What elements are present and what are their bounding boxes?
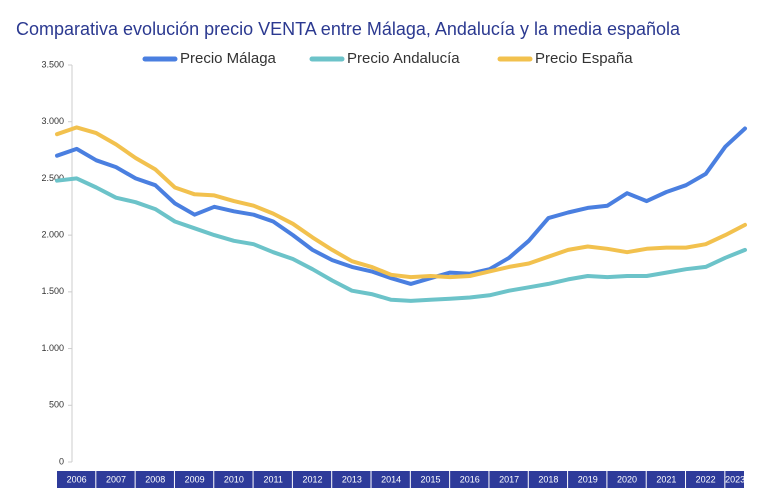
chart-title: Comparativa evolución precio VENTA entre…	[16, 19, 681, 39]
x-band	[725, 471, 744, 488]
x-band	[450, 471, 489, 488]
x-tick-label: 2022	[696, 474, 716, 484]
x-tick-label: 2017	[499, 474, 519, 484]
legend-label: Precio España	[535, 50, 633, 67]
x-band	[371, 471, 410, 488]
x-tick-label: 2016	[460, 474, 480, 484]
x-tick-label: 2021	[656, 474, 676, 484]
x-band	[607, 471, 646, 488]
y-tick-label: 2.500	[41, 173, 64, 183]
y-tick-label: 1.500	[41, 286, 64, 296]
x-band	[568, 471, 607, 488]
x-band	[96, 471, 135, 488]
x-band	[332, 471, 371, 488]
x-tick-label: 2018	[538, 474, 558, 484]
x-band	[253, 471, 292, 488]
x-band	[686, 471, 725, 488]
x-band	[174, 471, 214, 488]
x-band	[57, 471, 96, 488]
x-band	[528, 471, 568, 488]
y-tick-label: 3.500	[41, 59, 64, 69]
x-band	[292, 471, 332, 488]
x-tick-label: 2011	[264, 474, 283, 484]
x-tick-label: 2012	[303, 474, 323, 484]
x-tick-label: 2019	[578, 474, 598, 484]
x-tick-label: 2008	[145, 474, 165, 484]
x-band	[135, 471, 174, 488]
y-tick-label: 2.000	[41, 230, 64, 240]
y-tick-label: 3.000	[41, 116, 64, 126]
y-tick-label: 0	[59, 456, 64, 466]
series-line	[55, 176, 747, 303]
y-tick-label: 500	[49, 400, 64, 410]
y-tick-label: 1.000	[41, 343, 64, 353]
x-tick-label: 2006	[67, 474, 87, 484]
x-tick-label: 2009	[185, 474, 205, 484]
x-tick-label: 2013	[342, 474, 362, 484]
legend-label: Precio Málaga	[180, 50, 277, 67]
x-tick-label: 2015	[420, 474, 440, 484]
x-band	[410, 471, 450, 488]
legend-label: Precio Andalucía	[347, 50, 460, 67]
series-line	[55, 126, 747, 286]
x-tick-label: 2020	[617, 474, 637, 484]
x-tick-label: 2010	[224, 474, 244, 484]
x-tick-label: 2023	[725, 474, 745, 484]
x-tick-label: 2014	[381, 474, 401, 484]
x-band	[214, 471, 253, 488]
series-line	[55, 125, 747, 280]
x-band	[646, 471, 686, 488]
x-tick-label: 2007	[106, 474, 126, 484]
x-band	[489, 471, 528, 488]
